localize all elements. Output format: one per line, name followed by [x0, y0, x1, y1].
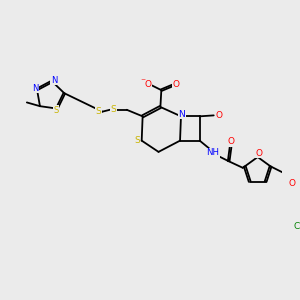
- Text: O: O: [216, 111, 223, 120]
- Text: N: N: [178, 110, 185, 119]
- Text: S: S: [96, 107, 101, 116]
- Text: ⁻: ⁻: [140, 78, 145, 88]
- Text: S: S: [134, 136, 140, 145]
- Text: O: O: [173, 80, 180, 89]
- Text: N: N: [32, 84, 38, 93]
- Text: O: O: [228, 137, 235, 146]
- Text: N: N: [51, 76, 57, 85]
- Text: O: O: [289, 179, 296, 188]
- Text: Cl: Cl: [293, 222, 300, 231]
- Text: S: S: [111, 105, 116, 114]
- Text: S: S: [53, 106, 58, 115]
- Text: O: O: [145, 80, 152, 89]
- Text: O: O: [255, 149, 262, 158]
- Text: NH: NH: [206, 148, 219, 157]
